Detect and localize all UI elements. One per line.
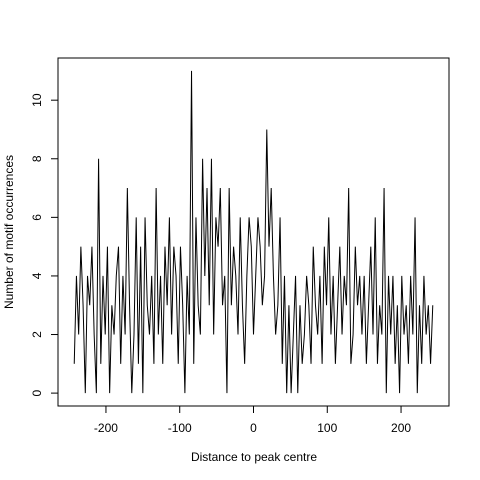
y-tick-label: 4: [30, 272, 44, 279]
y-tick-label: 0: [30, 389, 44, 396]
y-tick-label: 8: [30, 155, 44, 162]
y-tick-label: 6: [30, 214, 44, 221]
x-axis-title: Distance to peak centre: [191, 450, 317, 464]
x-tick-label: 200: [391, 421, 411, 435]
y-tick-label: 2: [30, 331, 44, 338]
y-axis-title: Number of motif occurrences: [2, 155, 16, 309]
plot-box: [57, 57, 450, 407]
x-tick-label: 100: [317, 421, 337, 435]
data-line: [73, 70, 434, 394]
y-tick-label: 10: [30, 93, 44, 107]
x-tick-label: -200: [94, 421, 118, 435]
x-tick-label: 0: [250, 421, 257, 435]
x-tick-label: -100: [168, 421, 192, 435]
